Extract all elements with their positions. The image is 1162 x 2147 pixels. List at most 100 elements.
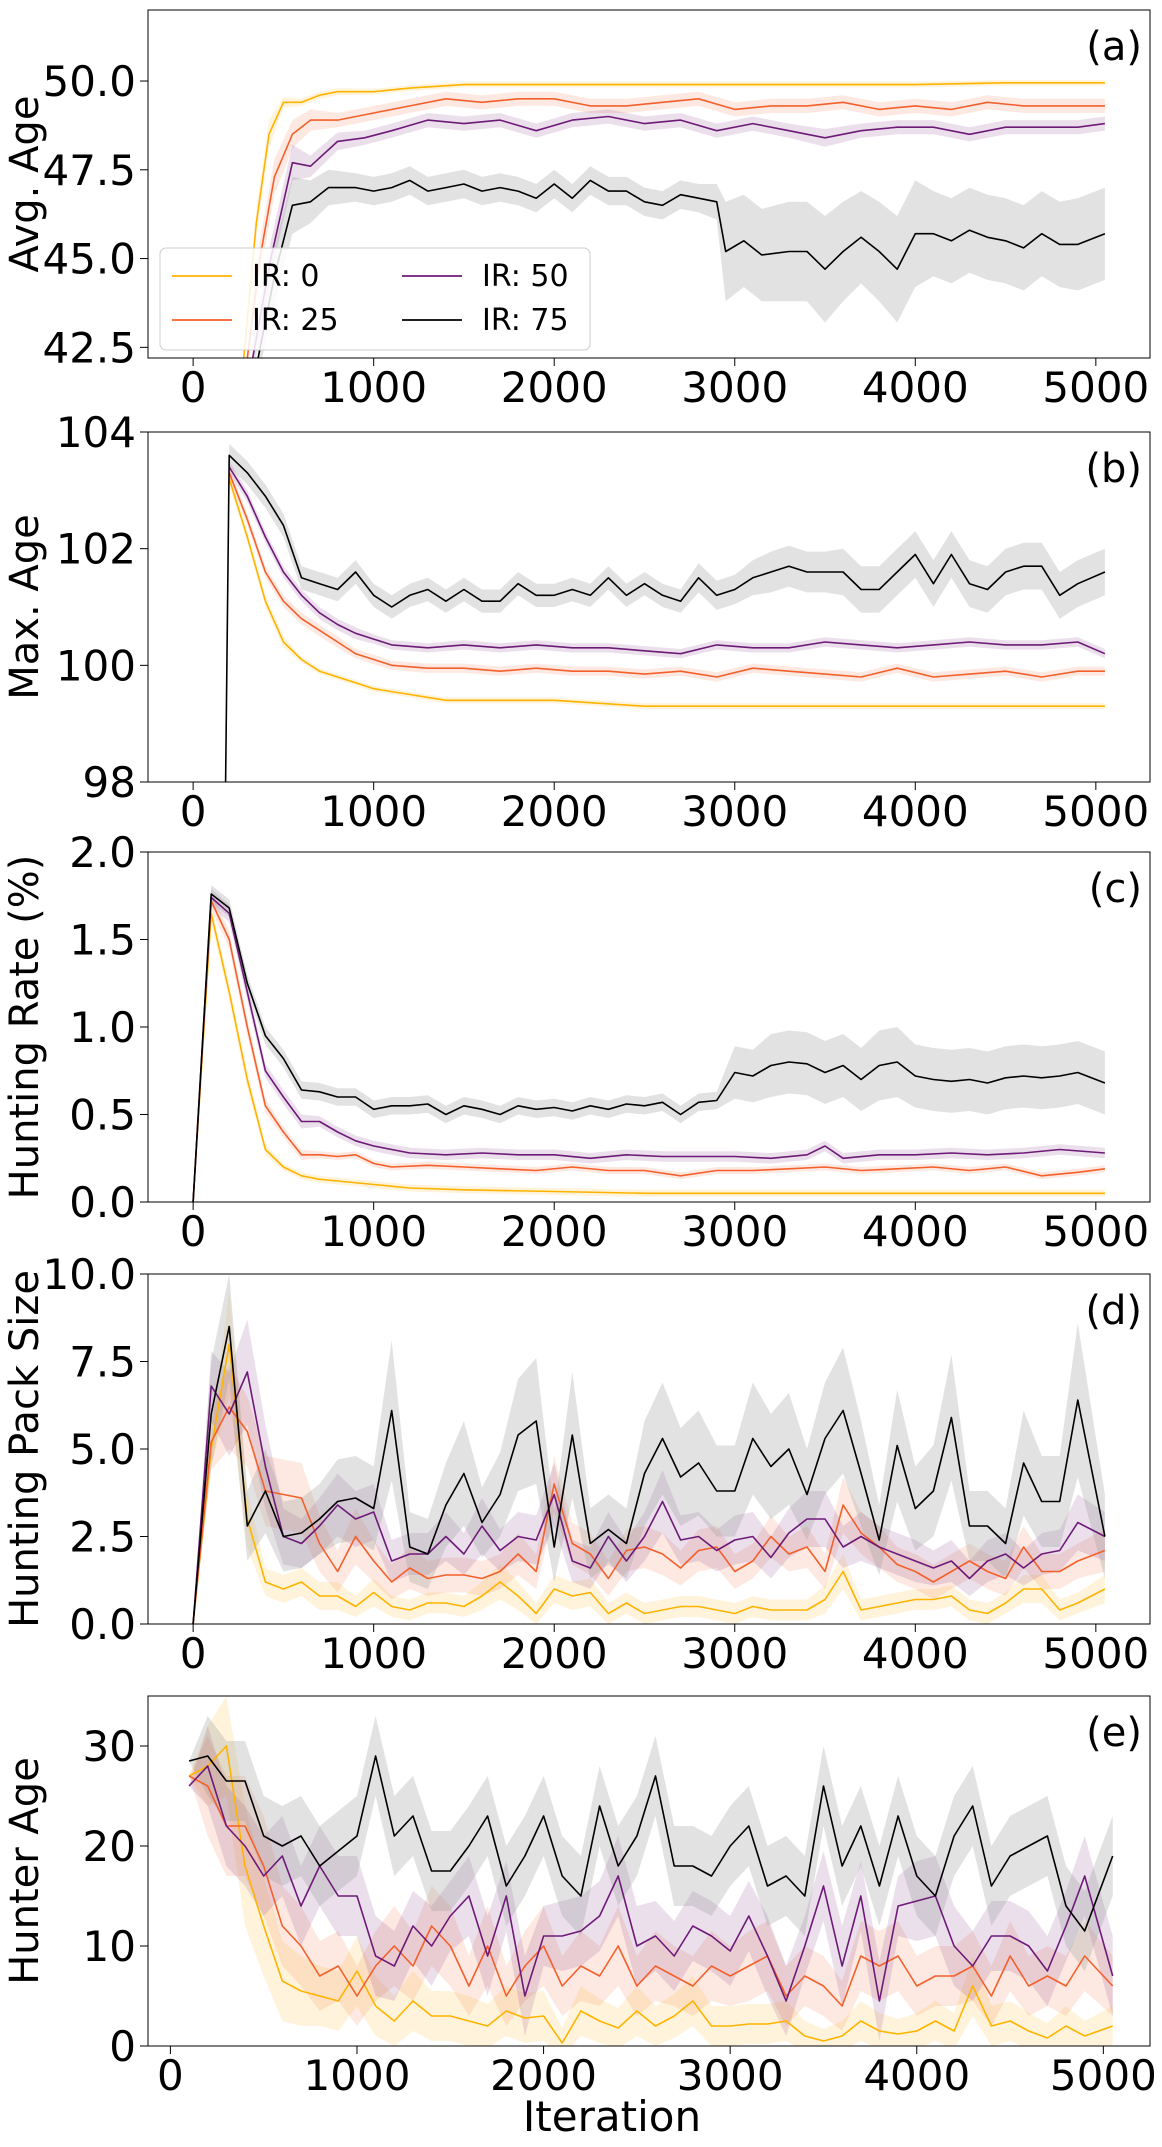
y-tick-label: 30 bbox=[83, 1722, 136, 1771]
y-tick-label: 2.5 bbox=[69, 1513, 136, 1562]
x-tick-label: 4000 bbox=[863, 2051, 970, 2100]
x-tick-label: 2000 bbox=[490, 2051, 597, 2100]
y-tick-label: 0.5 bbox=[69, 1091, 136, 1140]
series-line-1 bbox=[192, 1406, 1106, 1624]
x-tick-label: 3000 bbox=[681, 363, 788, 412]
x-tick-label: 5000 bbox=[1042, 787, 1149, 836]
x-tick-label: 0 bbox=[180, 1629, 207, 1678]
series-line-3 bbox=[192, 893, 1106, 1202]
series-band-0 bbox=[189, 1696, 1113, 2046]
panel-label: (d) bbox=[1085, 1288, 1142, 1334]
legend-box bbox=[159, 247, 591, 351]
y-tick-label: 0.0 bbox=[69, 1600, 136, 1649]
series-band-1 bbox=[193, 1365, 1105, 1624]
plot-frame bbox=[147, 1695, 1151, 2047]
y-tick-label: 20 bbox=[83, 1822, 136, 1871]
plot-area bbox=[224, 443, 1106, 782]
chart-panel-1: 0 1000 2000 3000 4000 5000 98 100 102 104 Max. Age… bbox=[2, 408, 1151, 836]
series-band-2 bbox=[229, 461, 1105, 659]
series-band-2 bbox=[193, 1319, 1105, 1624]
legend-label-2: IR: 50 bbox=[482, 259, 569, 294]
legend-label-3: IR: 75 bbox=[482, 303, 569, 338]
legend-label-1: IR: 25 bbox=[252, 303, 339, 338]
x-tick-label: 2000 bbox=[501, 1207, 608, 1256]
x-tick-label: 4000 bbox=[862, 787, 969, 836]
y-tick-label: 102 bbox=[56, 525, 136, 574]
x-tick-label: 0 bbox=[157, 2051, 184, 2100]
plot-area bbox=[192, 1274, 1106, 1624]
y-tick-label: 1.5 bbox=[69, 916, 136, 965]
x-tick-label: 0 bbox=[180, 363, 207, 412]
series-band-1 bbox=[247, 91, 1105, 358]
series-line-3 bbox=[188, 1755, 1114, 1932]
chart-panel-3: 0 1000 2000 3000 4000 5000 0.0 2.5 5.0 7.5 10.0Hun… bbox=[2, 1250, 1151, 1678]
x-tick-label: 0 bbox=[180, 787, 207, 836]
y-axis-title: Hunter Age bbox=[2, 1757, 48, 1985]
series-line-1 bbox=[246, 98, 1105, 358]
x-tick-label: 1000 bbox=[304, 2051, 411, 2100]
series-line-2 bbox=[192, 896, 1105, 1202]
series-band-1 bbox=[189, 1736, 1113, 2031]
chart-panel-2: 0 1000 2000 3000 4000 5000 0.0 0.5 1.0 1.5 2.0 Hunt… bbox=[2, 828, 1151, 1256]
series-line-0 bbox=[242, 82, 1105, 358]
series-line-1 bbox=[188, 1775, 1114, 2007]
x-tick-label: 1000 bbox=[320, 1207, 427, 1256]
series-line-0 bbox=[188, 1745, 1113, 2044]
panel-label: (b) bbox=[1085, 446, 1142, 492]
x-tick-label: 2000 bbox=[501, 363, 608, 412]
series-line-0 bbox=[192, 1343, 1106, 1624]
y-tick-label: 45.0 bbox=[42, 235, 136, 284]
chart-panel-4: 0 1000 2000 3000 4000 5000 0 10 20 30 Hunter Age (e… bbox=[2, 1695, 1157, 2100]
panel-label: (e) bbox=[1086, 1710, 1142, 1756]
x-tick-label: 4000 bbox=[862, 1207, 969, 1256]
plot-frame bbox=[147, 9, 1151, 359]
x-tick-label: 1000 bbox=[320, 787, 427, 836]
plot-area bbox=[242, 80, 1106, 358]
y-axis-title: Max. Age bbox=[2, 514, 48, 700]
series-line-0 bbox=[192, 912, 1105, 1202]
series-line-1 bbox=[228, 472, 1105, 678]
y-tick-label: 2.0 bbox=[69, 828, 136, 877]
y-tick-label: 0.0 bbox=[69, 1178, 136, 1227]
x-axis-title: Iteration bbox=[523, 2092, 701, 2141]
y-tick-label: 0 bbox=[109, 2022, 136, 2071]
x-tick-label: 5000 bbox=[1042, 1629, 1149, 1678]
y-tick-label: 10 bbox=[83, 1922, 136, 1971]
series-band-2 bbox=[189, 1726, 1113, 2041]
y-tick-label: 98 bbox=[83, 758, 136, 807]
series-band-1 bbox=[193, 892, 1105, 1202]
y-axis-title: Avg. Age bbox=[2, 96, 48, 273]
panel-label: (a) bbox=[1086, 24, 1142, 70]
series-band-3 bbox=[193, 1274, 1105, 1624]
x-tick-label: 5000 bbox=[1050, 2051, 1157, 2100]
panel-label: (c) bbox=[1089, 866, 1142, 912]
y-tick-label: 1.0 bbox=[69, 1003, 136, 1052]
series-band-3 bbox=[258, 166, 1105, 358]
x-tick-label: 5000 bbox=[1042, 363, 1149, 412]
x-tick-label: 3000 bbox=[681, 787, 788, 836]
x-tick-label: 2000 bbox=[501, 787, 608, 836]
x-tick-label: 3000 bbox=[681, 1207, 788, 1256]
series-line-1 bbox=[192, 900, 1106, 1202]
y-tick-label: 104 bbox=[56, 408, 136, 457]
x-tick-label: 0 bbox=[180, 1207, 207, 1256]
y-tick-label: 7.5 bbox=[69, 1338, 136, 1387]
x-tick-label: 3000 bbox=[677, 2051, 784, 2100]
series-line-3 bbox=[257, 179, 1106, 358]
series-line-3 bbox=[224, 454, 1106, 782]
series-line-0 bbox=[228, 478, 1105, 707]
plot-area bbox=[192, 885, 1106, 1202]
series-line-2 bbox=[251, 115, 1106, 358]
y-tick-label: 5.0 bbox=[69, 1425, 136, 1474]
plot-area bbox=[188, 1696, 1114, 2046]
series-band-0 bbox=[193, 1291, 1105, 1624]
y-tick-label: 47.5 bbox=[42, 146, 136, 195]
series-line-3 bbox=[192, 1325, 1106, 1624]
x-tick-label: 5000 bbox=[1042, 1207, 1149, 1256]
series-band-2 bbox=[252, 109, 1105, 358]
legend: IR: 0 IR: 25 IR: 50 IR: 75 bbox=[159, 247, 591, 351]
series-line-2 bbox=[192, 1371, 1106, 1624]
chart-panel-0: 0 1000 2000 3000 4000 5000 42.5 45.0 47.5 50.0Avg… bbox=[2, 9, 1151, 412]
x-tick-label: 3000 bbox=[681, 1629, 788, 1678]
